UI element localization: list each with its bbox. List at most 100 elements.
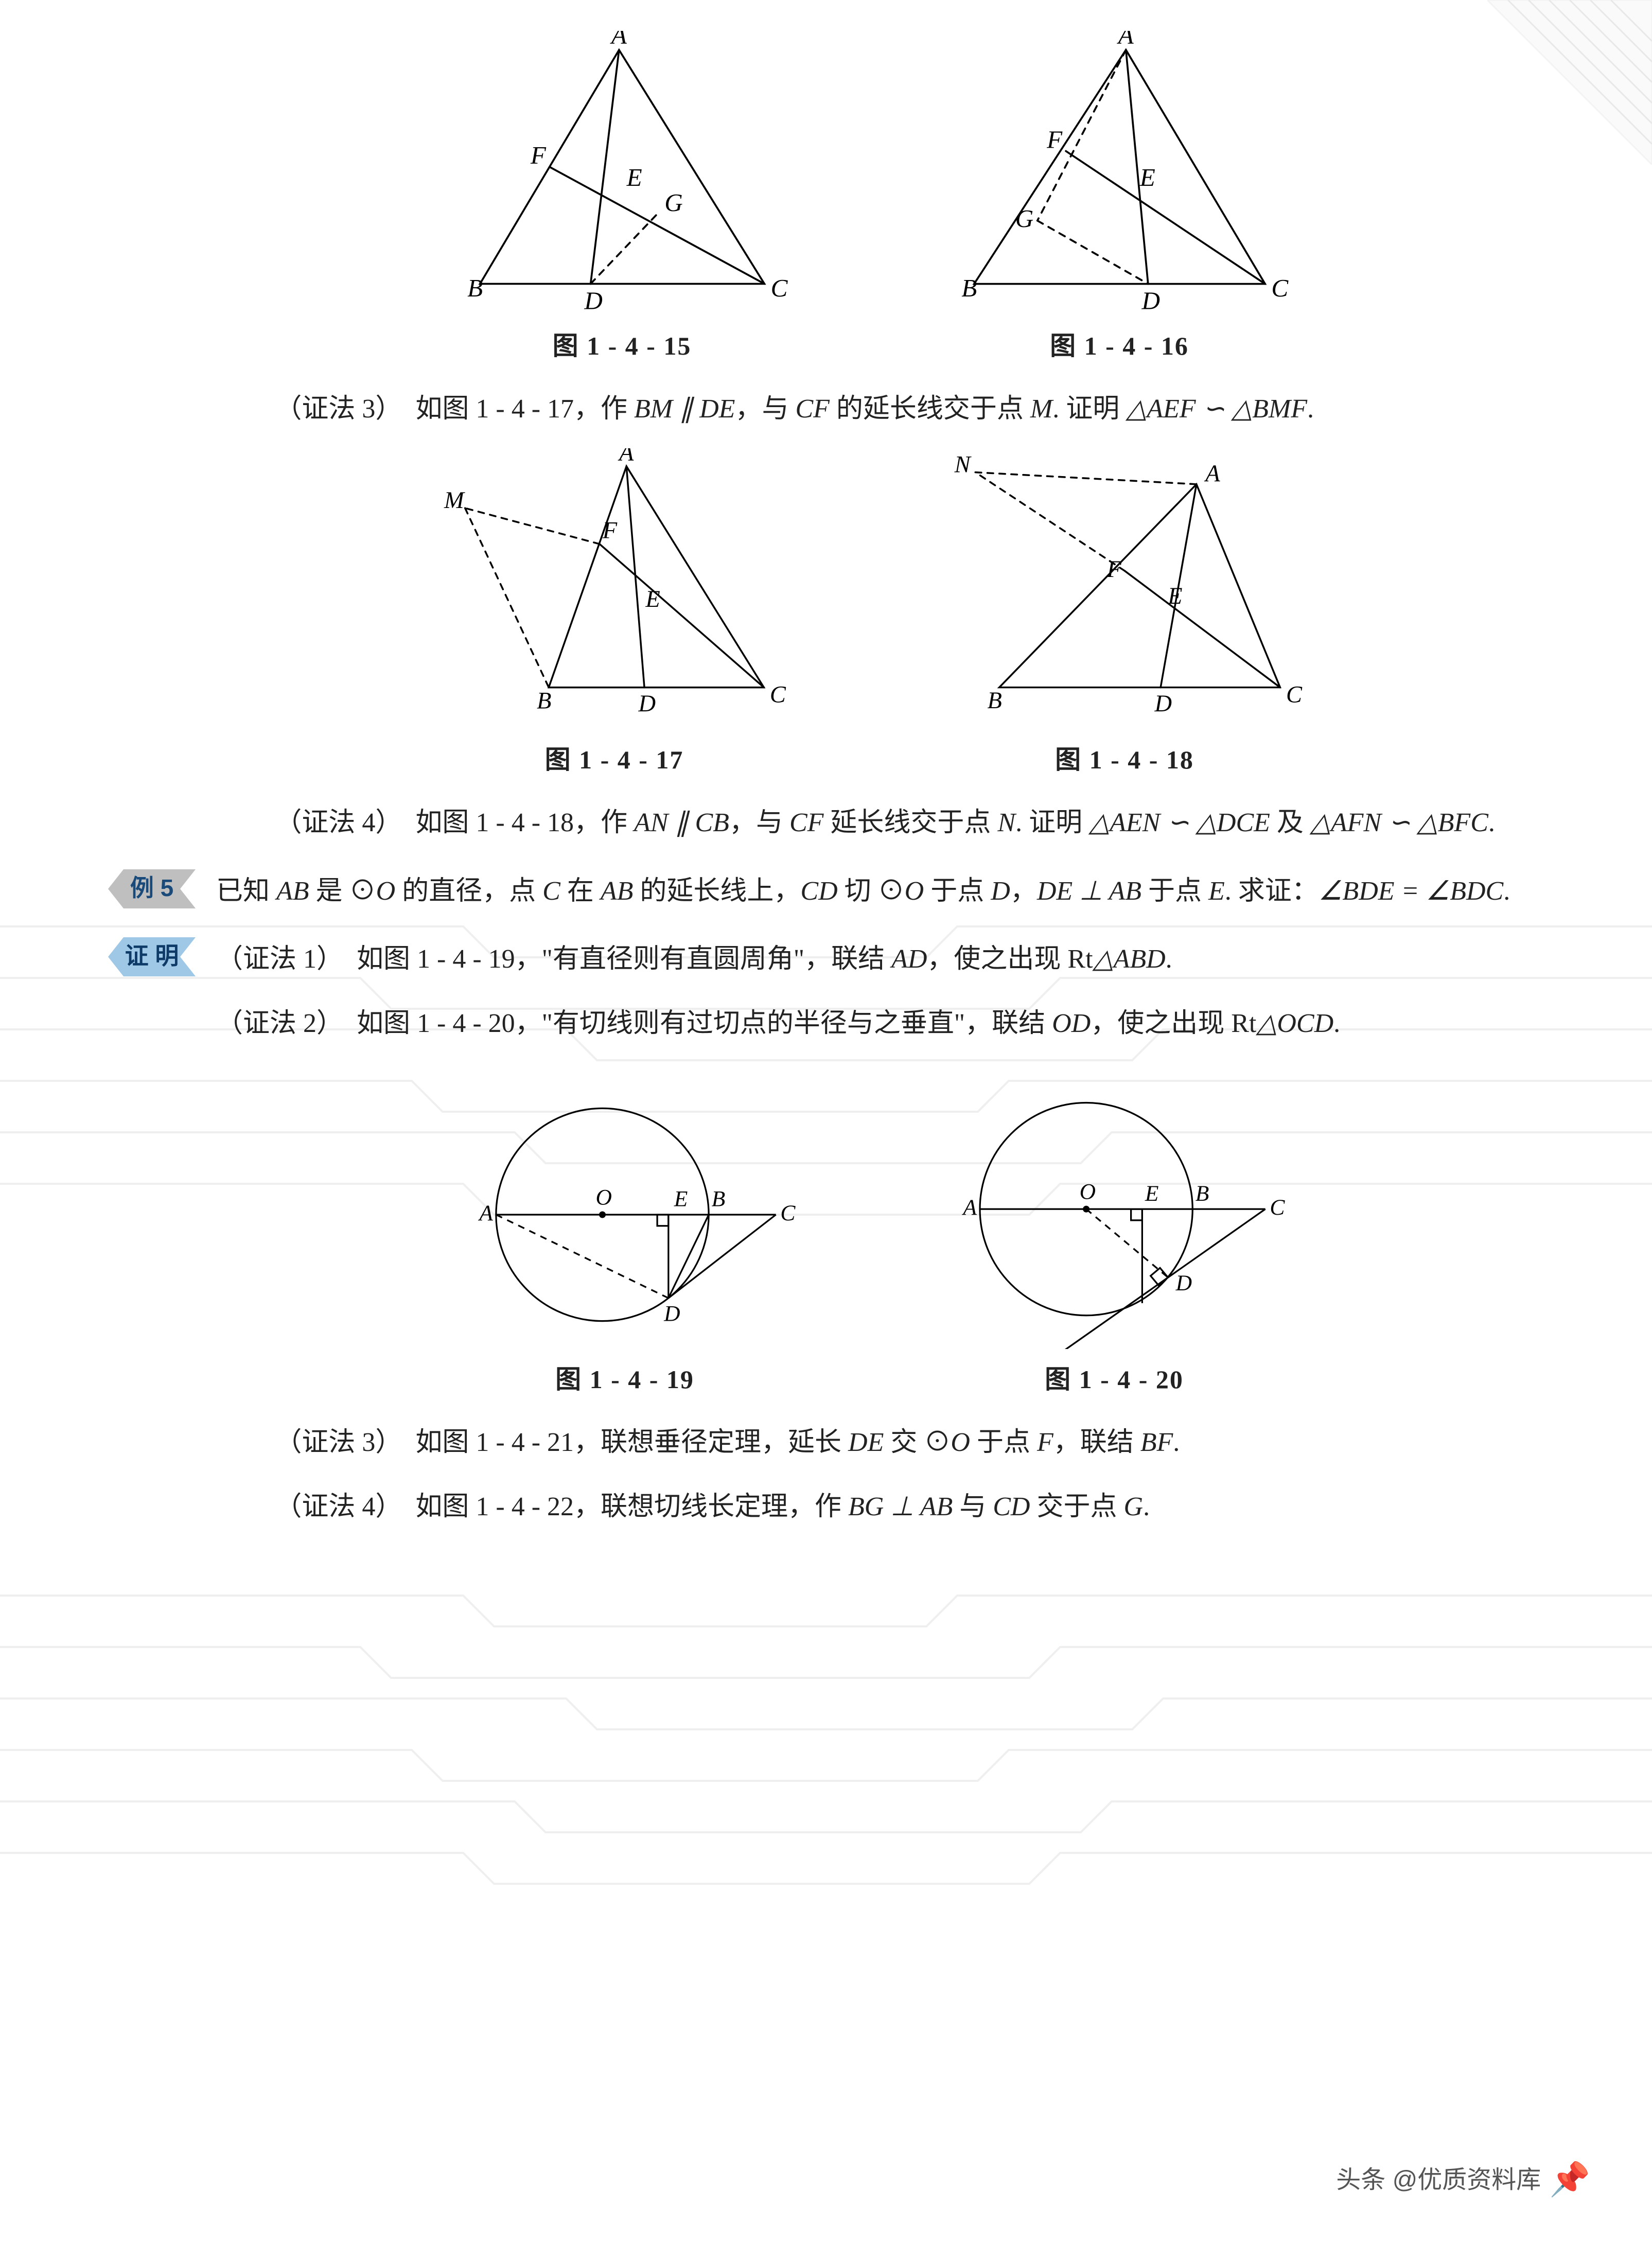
pin-icon: 📌	[1549, 2148, 1590, 2211]
pr1-m1: AD	[891, 944, 927, 974]
pr3-m4: BF	[1140, 1428, 1173, 1457]
figure-1-4-17: A B C D F E M 图 1 - 4 - 17	[429, 448, 800, 784]
p3-m2: CF	[795, 394, 829, 424]
label-N: N	[954, 451, 972, 478]
label-G: G	[1015, 204, 1033, 233]
caption-1-4-20: 图 1 - 4 - 20	[1045, 1355, 1184, 1404]
label-E: E	[645, 586, 660, 612]
pr4-c: 交于点	[1030, 1492, 1124, 1521]
ex5-m5: CD	[800, 877, 837, 906]
proof-2: （证法 2） 如图 1 - 4 - 20，"有切线则有过切点的半径与之垂直"，联…	[216, 999, 1528, 1049]
p3-m1: BM ∥ DE	[634, 394, 735, 424]
label-A: A	[961, 1195, 977, 1220]
proof-ex5-4: （证法 4） 如图 1 - 4 - 22，联想切线长定理，作 BG ⊥ AB 与…	[216, 1482, 1528, 1533]
figure-row-2: A B C D F E M 图 1 - 4 - 17	[216, 448, 1528, 784]
pr3-m2: O	[951, 1428, 970, 1457]
label-C: C	[780, 1201, 796, 1225]
label-B: B	[712, 1187, 726, 1212]
figure-row-3: A B C D E O 图 1 - 4 - 19	[216, 1080, 1528, 1404]
ex5-m9: E	[1208, 877, 1225, 906]
label-C: C	[1286, 681, 1302, 708]
proof-method-4: （证法 4） 如图 1 - 4 - 18，作 AN ∥ CB，与 CF 延长线交…	[216, 798, 1528, 849]
label-B: B	[1196, 1181, 1209, 1206]
ex5-m8: DE ⊥ AB	[1037, 877, 1141, 906]
p4-c: 延长线交于点	[823, 808, 997, 837]
p3-b: ，与	[735, 394, 795, 424]
pr4-a: （证法 4） 如图 1 - 4 - 22，联想切线长定理，作	[275, 1492, 848, 1521]
label-C: C	[1271, 274, 1289, 302]
figure-1-4-18: A B C D F E N 图 1 - 4 - 18	[934, 448, 1316, 784]
page: A B C D F E G 图 1 - 4 - 15	[0, 0, 1652, 2242]
ex5-j: . 求证：	[1225, 877, 1319, 906]
label-B: B	[961, 274, 977, 302]
p4-d: . 证明	[1015, 808, 1089, 837]
label-A: A	[1204, 461, 1220, 487]
pr1-a: （证法 1） 如图 1 - 4 - 19，"有直径则有直圆周角"，联结	[216, 944, 891, 974]
label-C: C	[1270, 1195, 1285, 1220]
label-C: C	[769, 681, 786, 708]
label-E: E	[1139, 163, 1155, 191]
ex5-m7: D	[991, 877, 1010, 906]
pr3-m3: F	[1037, 1428, 1053, 1457]
label-F: F	[1106, 556, 1121, 583]
p3-a: （证法 3） 如图 1 - 4 - 17，作	[275, 394, 634, 424]
label-A: A	[609, 31, 627, 49]
proof-row: 证 明 （证法 1） 如图 1 - 4 - 19，"有直径则有直圆周角"，联结 …	[216, 934, 1528, 1049]
example-5-badge: 例 5	[108, 869, 196, 908]
ex5-e: 的延长线上，	[633, 877, 800, 906]
pr3-m1: DE	[848, 1428, 884, 1457]
figure-1-4-15: A B C D F E G 图 1 - 4 - 15	[442, 31, 802, 371]
ex5-m2: O	[376, 877, 396, 906]
p4-m1: AN ∥ CB	[634, 808, 729, 837]
label-A: A	[1116, 31, 1134, 49]
pr1-m2: △ABD	[1093, 944, 1166, 974]
label-E: E	[626, 163, 642, 191]
label-D: D	[1141, 287, 1160, 315]
example-5-label: 例 5	[130, 874, 173, 901]
pr2-m1: OD	[1052, 1009, 1091, 1038]
ex5-m10: ∠BDE = ∠BDC	[1319, 877, 1503, 906]
p3-e: .	[1307, 394, 1314, 424]
figure-1-4-20: A B C D E O 图 1 - 4 - 20	[918, 1080, 1310, 1404]
label-E: E	[674, 1187, 688, 1212]
p4-m3: N	[997, 808, 1015, 837]
pr3-c: 于点	[970, 1428, 1037, 1457]
content: A B C D F E G 图 1 - 4 - 15	[216, 31, 1528, 1533]
p3-m4: △AEF ∽ △BMF	[1126, 394, 1307, 424]
label-A: A	[478, 1201, 493, 1225]
footer-text: 头条 @优质资料库	[1336, 2157, 1541, 2203]
proof-text: （证法 1） 如图 1 - 4 - 19，"有直径则有直圆周角"，联结 AD ，使…	[216, 934, 1528, 1049]
ex5-b: 是 ⊙	[309, 877, 376, 906]
figure-1-4-19: A B C D E O 图 1 - 4 - 19	[434, 1080, 815, 1404]
label-D: D	[638, 691, 656, 717]
pr3-b: 交 ⊙	[884, 1428, 951, 1457]
figure-1-4-16: A B C D F E G 图 1 - 4 - 16	[936, 31, 1303, 371]
ex5-m6: O	[905, 877, 924, 906]
label-E: E	[1167, 583, 1182, 609]
label-B: B	[537, 688, 551, 714]
caption-1-4-18: 图 1 - 4 - 18	[1055, 735, 1194, 784]
label-D: D	[1175, 1271, 1192, 1295]
label-B: B	[467, 274, 483, 302]
p3-m3: M	[1030, 394, 1052, 424]
caption-1-4-15: 图 1 - 4 - 15	[553, 322, 692, 371]
footer: 头条 @优质资料库 📌	[1336, 2148, 1590, 2211]
example-5-row: 例 5 已知 AB 是 ⊙O 的直径，点 C 在 AB 的延长线上，CD 切 ⊙…	[216, 866, 1528, 917]
ex5-m4: AB	[601, 877, 634, 906]
pr2-b: ，使之出现 Rt	[1091, 1009, 1256, 1038]
proof-badge: 证 明	[108, 937, 196, 976]
pr4-m3: G	[1124, 1492, 1144, 1521]
pr4-m1: BG ⊥ AB	[848, 1492, 953, 1521]
ex5-f: 切 ⊙	[838, 877, 905, 906]
label-A: A	[618, 448, 634, 466]
ex5-d: 在	[560, 877, 601, 906]
pr3-e: .	[1173, 1428, 1180, 1457]
pr4-d: .	[1143, 1492, 1150, 1521]
pr4-b: 与	[953, 1492, 993, 1521]
example-5-text: 已知 AB 是 ⊙O 的直径，点 C 在 AB 的延长线上，CD 切 ⊙O 于点…	[216, 866, 1528, 917]
pr1-c: .	[1166, 944, 1172, 974]
label-E: E	[1145, 1181, 1159, 1206]
bg-circuit-lines-2	[0, 1544, 1652, 1956]
caption-1-4-17: 图 1 - 4 - 17	[545, 735, 684, 784]
label-M: M	[444, 487, 465, 514]
